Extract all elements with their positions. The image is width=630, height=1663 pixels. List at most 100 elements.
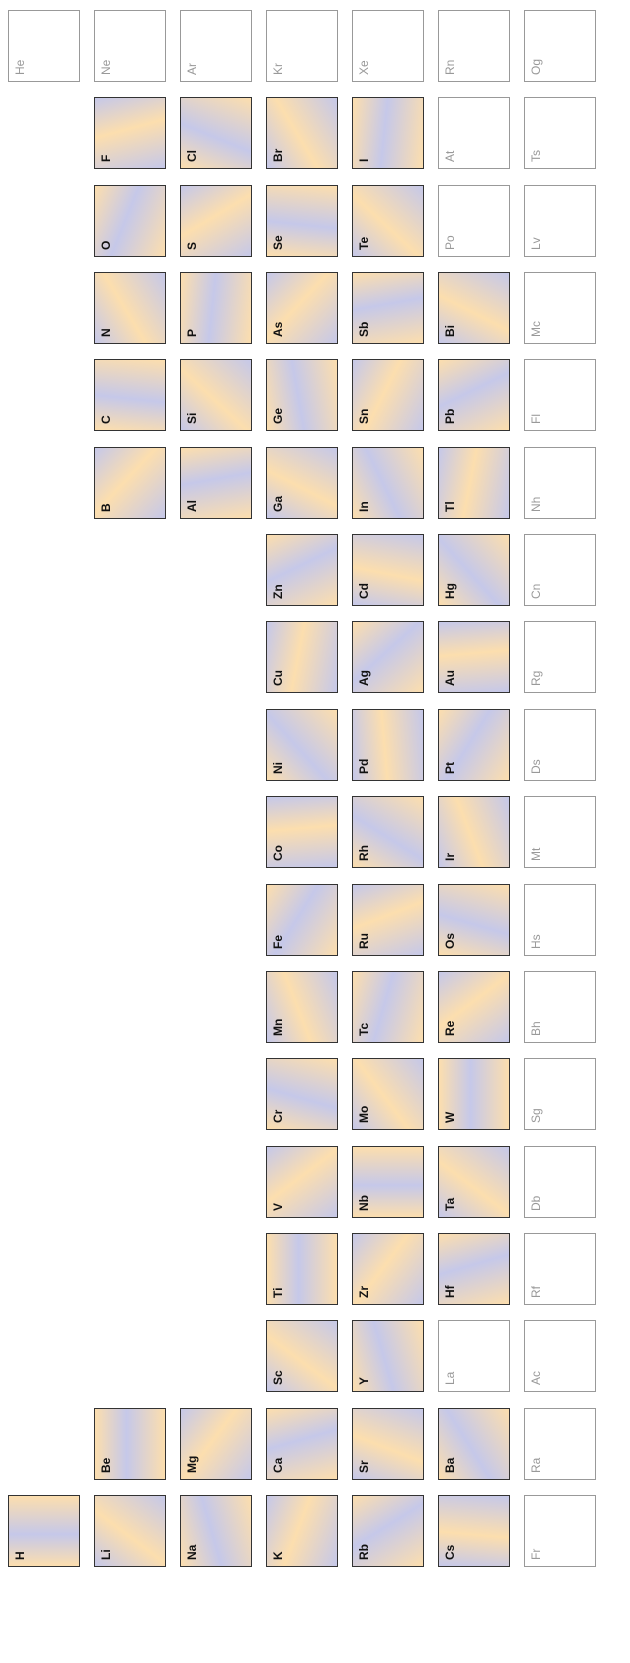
element-cell: Na [180,1494,252,1567]
element-symbol: Ti [271,1287,285,1298]
element-cell: Bi [438,272,510,345]
element-symbol: N [99,328,113,338]
element-cell: F [94,97,166,170]
element-cell: W [438,1058,510,1131]
element-cell: He [8,10,80,82]
element-cell: Fr [524,1494,596,1567]
element-symbol: Ds [529,759,543,774]
element-cell: Te [352,184,424,257]
element-symbol: C [99,415,113,425]
element-cell: K [266,1494,338,1567]
element-cell: I [352,97,424,170]
element-symbol: Pb [443,409,457,425]
element-cell: Au [438,621,510,694]
element-symbol: Al [185,499,199,512]
element-cell: Sb [352,272,424,345]
element-symbol: Re [443,1020,457,1036]
element-symbol: Sr [357,1459,371,1473]
element-cell: Ni [266,708,338,781]
element-symbol: Xe [357,60,371,75]
element-cell: Cl [180,97,252,170]
element-symbol: Si [185,413,199,425]
element-symbol: O [99,240,113,250]
element-cell: Nh [524,446,596,519]
element-symbol: Db [529,1195,543,1211]
element-symbol: Ca [271,1457,285,1473]
element-cell: Ag [352,621,424,694]
element-symbol: Li [99,1549,113,1560]
element-symbol: Mn [271,1018,285,1036]
element-symbol: Cs [443,1544,457,1560]
element-cell: Cs [438,1494,510,1567]
element-symbol: Na [185,1544,199,1560]
element-symbol: Hg [443,583,457,600]
element-symbol: Cd [357,583,371,600]
element-cell: C [94,359,166,432]
element-cell: Cd [352,534,424,607]
element-symbol: Cr [271,1109,285,1124]
element-cell: Po [438,184,510,257]
element-symbol: Mo [357,1105,371,1124]
element-symbol: Pt [443,761,457,774]
element-cell: Zr [352,1232,424,1305]
element-cell: Cu [266,621,338,694]
element-cell: In [352,446,424,519]
element-symbol: Rb [357,1543,371,1560]
element-symbol: I [357,159,371,163]
element-cell: Mt [524,796,596,869]
element-symbol: Hs [529,933,543,949]
element-cell: Zn [266,534,338,607]
element-symbol: Ga [271,495,285,512]
element-symbol: K [271,1551,285,1560]
element-symbol: Ra [529,1457,543,1473]
element-cell: Tl [438,446,510,519]
element-symbol: Ar [185,63,199,75]
element-symbol: Te [357,236,371,250]
element-symbol: As [271,321,285,338]
element-symbol: La [443,1371,457,1386]
element-symbol: Ba [443,1457,457,1473]
element-cell: S [180,184,252,257]
element-cell: Pd [352,708,424,781]
element-cell: Rn [438,10,510,82]
element-symbol: Ni [271,761,285,774]
element-cell: Sr [352,1407,424,1480]
element-symbol: Cu [271,670,285,687]
element-symbol: Rn [443,59,457,75]
element-cell: Pb [438,359,510,432]
element-cell: Rg [524,621,596,694]
element-cell: As [266,272,338,345]
element-symbol: Br [271,149,285,163]
element-cell: H [8,1494,80,1567]
element-symbol: He [13,59,27,75]
element-cell: Fe [266,883,338,956]
element-symbol: Tc [357,1022,371,1036]
element-symbol: Ag [357,670,371,687]
element-cell: Tc [352,970,424,1043]
element-cell: Og [524,10,596,82]
element-cell: Cn [524,534,596,607]
element-cell: Sn [352,359,424,432]
element-cell: Sg [524,1058,596,1131]
element-cell: B [94,446,166,519]
element-cell: Hg [438,534,510,607]
element-symbol: Lv [529,237,543,250]
element-symbol: Fr [529,1548,543,1560]
element-cell: Rh [352,796,424,869]
element-cell: Al [180,446,252,519]
element-cell: Se [266,184,338,257]
element-cell: Ir [438,796,510,869]
element-symbol: In [357,501,371,512]
element-cell: N [94,272,166,345]
element-cell: Y [352,1320,424,1393]
element-symbol: Hf [443,1285,457,1298]
element-cell: La [438,1320,510,1393]
element-symbol: W [443,1111,457,1124]
element-symbol: Rh [357,845,371,862]
element-cell: Ru [352,883,424,956]
element-cell: Db [524,1145,596,1218]
element-symbol: Sc [271,1370,285,1386]
element-cell: O [94,184,166,257]
element-cell: V [266,1145,338,1218]
